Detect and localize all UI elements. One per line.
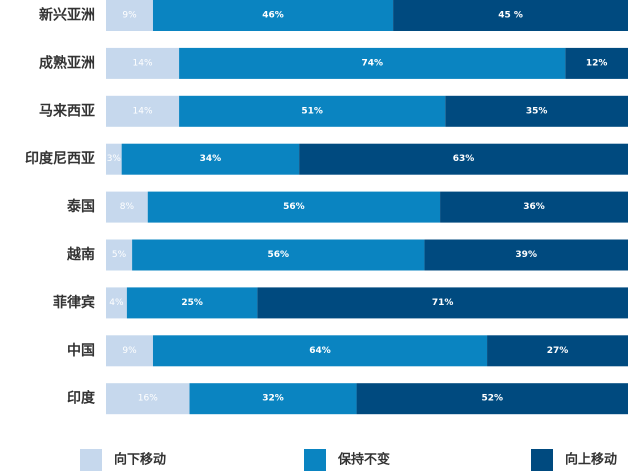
data-label: 35% xyxy=(526,106,548,116)
bar-segment-series2-row-1 xyxy=(565,47,628,79)
bar-segment-series0-row-6 xyxy=(106,287,127,319)
data-label: 14% xyxy=(133,58,153,68)
bar-segment-series1-row-8 xyxy=(189,383,357,415)
bar-segment-series0-row-1 xyxy=(106,47,180,79)
data-label: 9% xyxy=(122,11,137,21)
bar-segment-series0-row-8 xyxy=(106,383,190,415)
bar-segment-series0-row-2 xyxy=(106,95,180,127)
bar-segment-series2-row-2 xyxy=(445,95,628,127)
bar-segment-series1-row-7 xyxy=(152,335,488,367)
category-label: 印度尼西亚 xyxy=(25,150,95,167)
data-label: 74% xyxy=(361,58,383,68)
data-label: 25% xyxy=(181,298,203,308)
data-label: 3% xyxy=(107,154,122,164)
data-label: 63% xyxy=(453,154,475,164)
bar-segment-series2-row-5 xyxy=(424,239,628,271)
data-label: 16% xyxy=(138,394,158,404)
legend-label: 保持不变 xyxy=(337,452,390,468)
category-label: 马来西亚 xyxy=(39,103,95,119)
category-label: 中国 xyxy=(67,342,95,359)
bar-segment-series2-row-8 xyxy=(356,383,628,415)
bar-segment-series2-row-4 xyxy=(440,191,628,223)
data-label: 14% xyxy=(133,106,153,116)
bar-segment-series0-row-5 xyxy=(106,239,133,271)
data-label: 36% xyxy=(523,202,545,212)
bar-segment-series2-row-7 xyxy=(487,335,628,367)
bar-segment-series1-row-0 xyxy=(152,0,394,31)
bar-segment-series0-row-4 xyxy=(106,191,148,223)
legend-label: 向上移动 xyxy=(565,452,617,468)
data-label: 56% xyxy=(283,202,305,212)
bar-segment-series1-row-2 xyxy=(179,95,446,127)
legend-label: 向下移动 xyxy=(114,452,166,468)
bars-group: 9% 46% 45 % 14% 74% 12% 14% 51% 35% 3% 34% 63% 8% 56%… xyxy=(106,0,628,415)
data-label: 32% xyxy=(262,394,284,404)
legend-swatch xyxy=(80,449,102,471)
data-label: 9% xyxy=(122,346,137,356)
category-label: 越南 xyxy=(66,246,95,263)
data-label: 5% xyxy=(112,250,127,260)
legend: 向下移动 保持不变 向上移动 xyxy=(80,449,617,471)
data-label: 45 % xyxy=(498,11,523,21)
category-label: 印度 xyxy=(67,390,96,407)
data-label: 12% xyxy=(586,58,608,68)
data-label: 56% xyxy=(267,250,289,260)
data-label: 71% xyxy=(432,298,454,308)
data-label: 34% xyxy=(200,154,222,164)
data-label: 27% xyxy=(547,346,569,356)
bar-segment-series1-row-4 xyxy=(147,191,441,223)
data-label: 8% xyxy=(120,202,135,212)
category-label: 新兴亚洲 xyxy=(39,7,95,24)
data-label: 52% xyxy=(482,394,504,404)
bar-segment-series1-row-6 xyxy=(126,287,258,319)
data-label: 39% xyxy=(515,250,537,260)
bar-segment-series1-row-5 xyxy=(132,239,425,271)
data-label: 4% xyxy=(109,298,124,308)
category-label: 菲律宾 xyxy=(53,294,95,311)
bar-segment-series0-row-0 xyxy=(106,0,153,31)
bar-segment-series1-row-3 xyxy=(121,143,300,175)
bar-segment-series2-row-3 xyxy=(299,143,628,175)
category-label: 成熟亚洲 xyxy=(39,54,95,71)
bar-segment-series0-row-7 xyxy=(106,335,153,367)
data-label: 46% xyxy=(262,11,284,21)
bar-segment-series0-row-3 xyxy=(106,143,122,175)
category-label: 泰国 xyxy=(66,198,95,215)
bar-segment-series1-row-1 xyxy=(179,47,566,79)
data-label: 64% xyxy=(309,346,331,356)
bar-segment-series2-row-0 xyxy=(393,0,628,31)
bar-segment-series2-row-6 xyxy=(257,287,628,319)
data-label: 51% xyxy=(301,106,323,116)
legend-swatch xyxy=(531,449,553,471)
legend-swatch xyxy=(304,449,326,471)
